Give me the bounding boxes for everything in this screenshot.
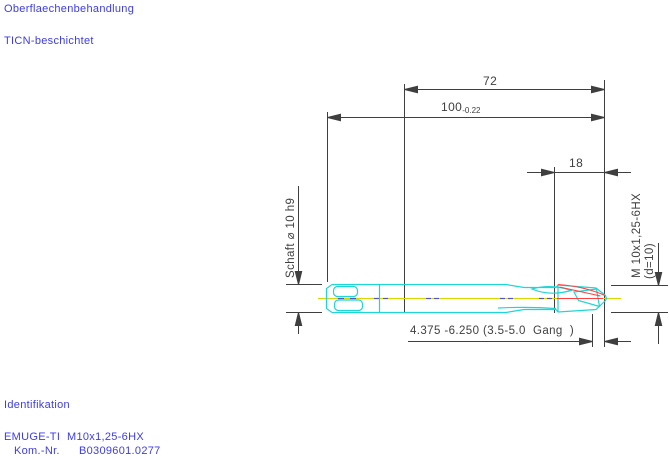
spiral-flute-lines	[557, 284, 606, 299]
dimension-shank	[286, 186, 322, 334]
surface-treatment-label: Oberflaechenbehandlung	[4, 3, 135, 15]
dimension-100	[327, 113, 605, 122]
tool-outline-bottom	[332, 308, 556, 314]
dim-overall-length-value: 100	[441, 100, 463, 114]
dim-overall-length: 100-0.22	[441, 100, 480, 115]
dim-lead-label: 4.375 -6.250 (3.5-5.0 Gang )	[410, 325, 575, 337]
square-drive-top-flat	[332, 285, 359, 298]
identification-kom-label: Kom.-Nr.	[14, 445, 60, 457]
flute-leaf	[530, 286, 573, 294]
dim-thread-length-value: 18	[569, 156, 584, 170]
tool-outline-top	[332, 283, 556, 289]
tool-left-end	[325, 284, 333, 313]
surface-treatment-value: TICN-beschichtet	[4, 35, 94, 47]
dimension-18	[527, 168, 631, 177]
identification-label: Identifikation	[4, 399, 70, 411]
dimension-lines	[286, 80, 668, 347]
square-drive-bottom-flat	[333, 299, 364, 312]
dimension-72	[404, 85, 605, 94]
extension-lines	[327, 80, 605, 347]
flute-runout-line	[497, 306, 557, 310]
dimension-thread-diameter	[611, 243, 668, 344]
identification-thread-spec: M10x1,25-6HX	[67, 431, 144, 443]
dim-overall-length-tolerance: -0.22	[462, 106, 481, 115]
identification-kom-value: B0309601.0277	[79, 445, 161, 457]
identification-brand: EMUGE-TI	[4, 431, 61, 443]
dim-flute-length-value: 72	[483, 74, 498, 88]
dimension-lead	[408, 337, 631, 346]
